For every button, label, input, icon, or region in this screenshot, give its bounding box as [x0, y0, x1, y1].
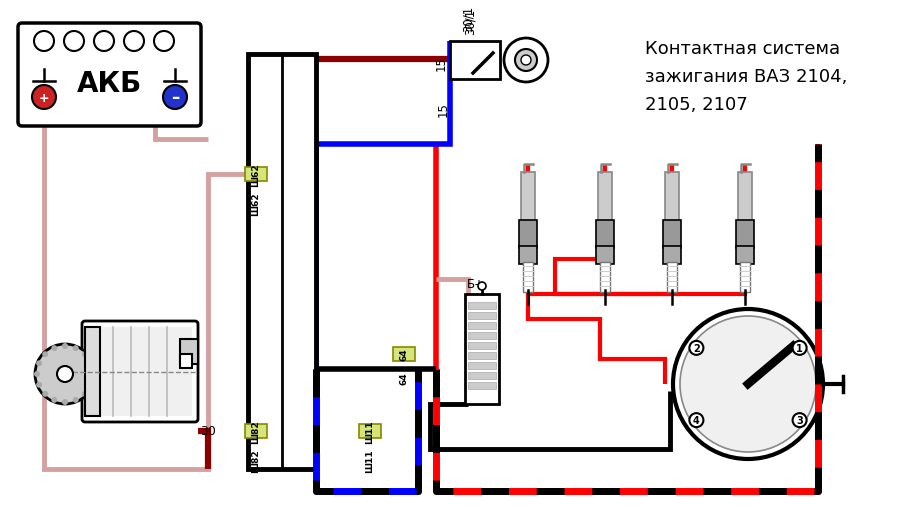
Bar: [519, 246, 537, 265]
Bar: [468, 322, 496, 329]
Circle shape: [680, 317, 816, 452]
Circle shape: [521, 56, 531, 66]
Bar: [88, 327, 192, 416]
Circle shape: [51, 397, 58, 403]
Bar: [598, 173, 612, 222]
Text: 64: 64: [400, 348, 409, 360]
Bar: [667, 263, 677, 293]
Circle shape: [673, 309, 823, 459]
Circle shape: [36, 360, 42, 366]
Bar: [393, 347, 415, 361]
Bar: [665, 173, 679, 222]
Bar: [736, 246, 754, 265]
Text: АКБ: АКБ: [76, 69, 142, 97]
Circle shape: [51, 346, 58, 351]
Bar: [521, 173, 535, 222]
Bar: [740, 263, 750, 293]
Text: Ш82: Ш82: [251, 419, 260, 443]
Circle shape: [82, 391, 88, 397]
Bar: [180, 354, 192, 369]
Circle shape: [73, 397, 78, 403]
Circle shape: [689, 341, 704, 355]
Text: 15: 15: [436, 102, 449, 117]
Bar: [468, 332, 496, 340]
Circle shape: [90, 371, 96, 377]
Circle shape: [64, 32, 84, 52]
Bar: [663, 246, 681, 265]
Circle shape: [154, 32, 174, 52]
Text: 30/1: 30/1: [464, 9, 476, 35]
Circle shape: [88, 360, 94, 366]
Circle shape: [42, 352, 49, 357]
Bar: [468, 362, 496, 369]
Bar: [248, 55, 316, 469]
Circle shape: [163, 86, 187, 110]
Text: –: –: [171, 89, 179, 107]
Circle shape: [73, 346, 78, 351]
Circle shape: [32, 86, 56, 110]
Bar: [738, 173, 752, 222]
Text: Ш11: Ш11: [365, 419, 374, 443]
Bar: [468, 302, 496, 309]
Circle shape: [36, 382, 42, 388]
Bar: [450, 42, 500, 80]
Circle shape: [88, 382, 94, 388]
Bar: [468, 343, 496, 349]
Bar: [245, 167, 267, 182]
Circle shape: [793, 341, 806, 355]
Circle shape: [94, 32, 114, 52]
Circle shape: [42, 391, 49, 397]
Text: Б+: Б+: [467, 278, 485, 291]
Circle shape: [124, 32, 144, 52]
Circle shape: [504, 39, 548, 83]
Text: 4: 4: [693, 415, 700, 426]
Text: 1: 1: [796, 343, 803, 353]
Bar: [245, 424, 267, 438]
Bar: [596, 220, 614, 248]
Bar: [596, 246, 614, 265]
Text: Ш82: Ш82: [251, 448, 260, 472]
Bar: [519, 220, 537, 248]
FancyBboxPatch shape: [82, 321, 198, 422]
Circle shape: [478, 282, 486, 291]
Circle shape: [57, 366, 73, 382]
Bar: [468, 313, 496, 319]
Text: 30: 30: [200, 425, 216, 438]
Text: 3: 3: [796, 415, 803, 426]
Bar: [465, 294, 499, 404]
Bar: [600, 263, 610, 293]
Circle shape: [34, 32, 54, 52]
Bar: [468, 372, 496, 379]
Text: Ш62: Ш62: [251, 191, 260, 215]
Text: Ш11: Ш11: [365, 448, 374, 472]
Circle shape: [515, 50, 537, 72]
Bar: [180, 340, 198, 364]
Bar: [468, 352, 496, 359]
Text: Ш62: Ш62: [251, 163, 260, 186]
Bar: [663, 220, 681, 248]
FancyBboxPatch shape: [18, 24, 201, 127]
Circle shape: [62, 344, 68, 349]
Text: 64: 64: [400, 371, 409, 384]
Text: 2: 2: [693, 343, 700, 353]
Circle shape: [82, 352, 88, 357]
Text: Контактная система
зажигания ВАЗ 2104,
2105, 2107: Контактная система зажигания ВАЗ 2104, 2…: [645, 40, 848, 114]
Bar: [736, 220, 754, 248]
Circle shape: [689, 413, 704, 427]
Bar: [468, 382, 496, 389]
Circle shape: [62, 399, 68, 405]
Text: 30/1: 30/1: [462, 6, 474, 32]
Circle shape: [34, 371, 40, 377]
Circle shape: [793, 413, 806, 427]
Text: +: +: [39, 91, 50, 104]
Bar: [85, 327, 100, 416]
Text: 15: 15: [435, 56, 448, 71]
Circle shape: [35, 344, 95, 404]
Bar: [359, 424, 381, 438]
Bar: [523, 263, 533, 293]
